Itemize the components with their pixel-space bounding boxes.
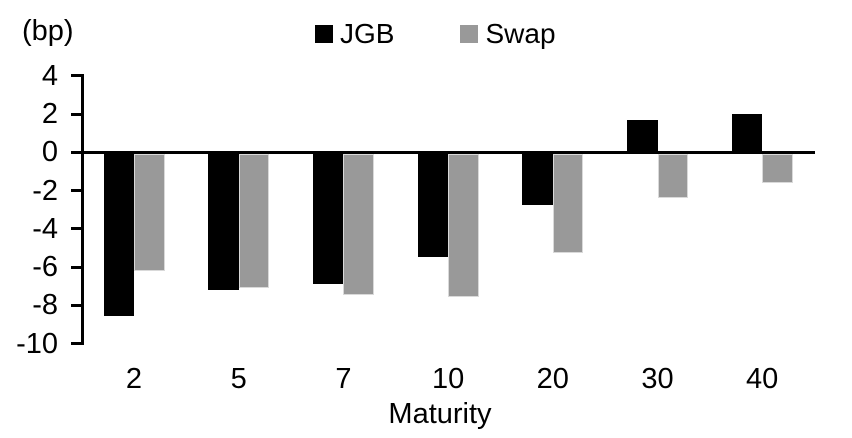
bar-swap-30 bbox=[657, 153, 688, 198]
bar-swap-5 bbox=[238, 153, 270, 288]
x-tick-label-30: 30 bbox=[641, 363, 674, 395]
y-tick-label: -4 bbox=[32, 212, 58, 245]
bar-swap-2 bbox=[134, 153, 165, 271]
bar-swap-40 bbox=[762, 153, 793, 183]
x-tick-label-5: 5 bbox=[230, 363, 247, 395]
bar-jgb-5 bbox=[208, 153, 239, 290]
zero-line bbox=[81, 150, 815, 154]
y-tick-label: -2 bbox=[32, 174, 58, 207]
y-tick bbox=[71, 265, 81, 269]
x-tick-label-20: 20 bbox=[536, 363, 569, 395]
bar-swap-7 bbox=[343, 153, 374, 296]
y-tick bbox=[71, 74, 81, 78]
bar-swap-10 bbox=[448, 153, 479, 298]
y-tick-label: -10 bbox=[16, 327, 58, 360]
x-tick-label-2: 2 bbox=[125, 363, 143, 395]
y-tick-label: -6 bbox=[32, 251, 58, 284]
legend: JGB Swap bbox=[315, 14, 556, 54]
y-tick bbox=[71, 342, 81, 346]
legend-item-swap: Swap bbox=[460, 17, 556, 51]
y-tick-label: 2 bbox=[41, 98, 58, 131]
x-axis-title: Maturity bbox=[388, 398, 492, 430]
jgb-series-swatch-icon bbox=[315, 25, 333, 43]
bar-jgb-20 bbox=[522, 153, 553, 206]
y-tick-label: 4 bbox=[41, 59, 58, 92]
y-axis-line bbox=[81, 74, 84, 346]
bar-jgb-30 bbox=[627, 119, 658, 153]
bar-jgb-40 bbox=[731, 114, 763, 153]
y-tick bbox=[71, 112, 81, 116]
bar-jgb-7 bbox=[312, 153, 344, 284]
bar-jgb-2 bbox=[103, 153, 134, 317]
bar-jgb-10 bbox=[417, 153, 449, 258]
legend-item-jgb: JGB bbox=[315, 17, 394, 51]
y-tick-label: -8 bbox=[32, 289, 58, 322]
swap-series-swatch-icon bbox=[460, 25, 479, 43]
legend-label-jgb: JGB bbox=[340, 18, 395, 49]
y-axis-unit-label: (bp) bbox=[22, 15, 74, 47]
bar-swap-20 bbox=[552, 153, 584, 254]
y-tick-label: 0 bbox=[41, 136, 58, 169]
y-tick bbox=[71, 189, 81, 193]
x-tick-label-40: 40 bbox=[746, 363, 779, 395]
y-tick bbox=[71, 303, 81, 307]
x-tick-label-10: 10 bbox=[431, 363, 465, 395]
legend-label-swap: Swap bbox=[485, 18, 556, 49]
y-tick bbox=[71, 150, 81, 154]
y-tick bbox=[71, 227, 81, 231]
x-tick-label-7: 7 bbox=[335, 363, 352, 395]
